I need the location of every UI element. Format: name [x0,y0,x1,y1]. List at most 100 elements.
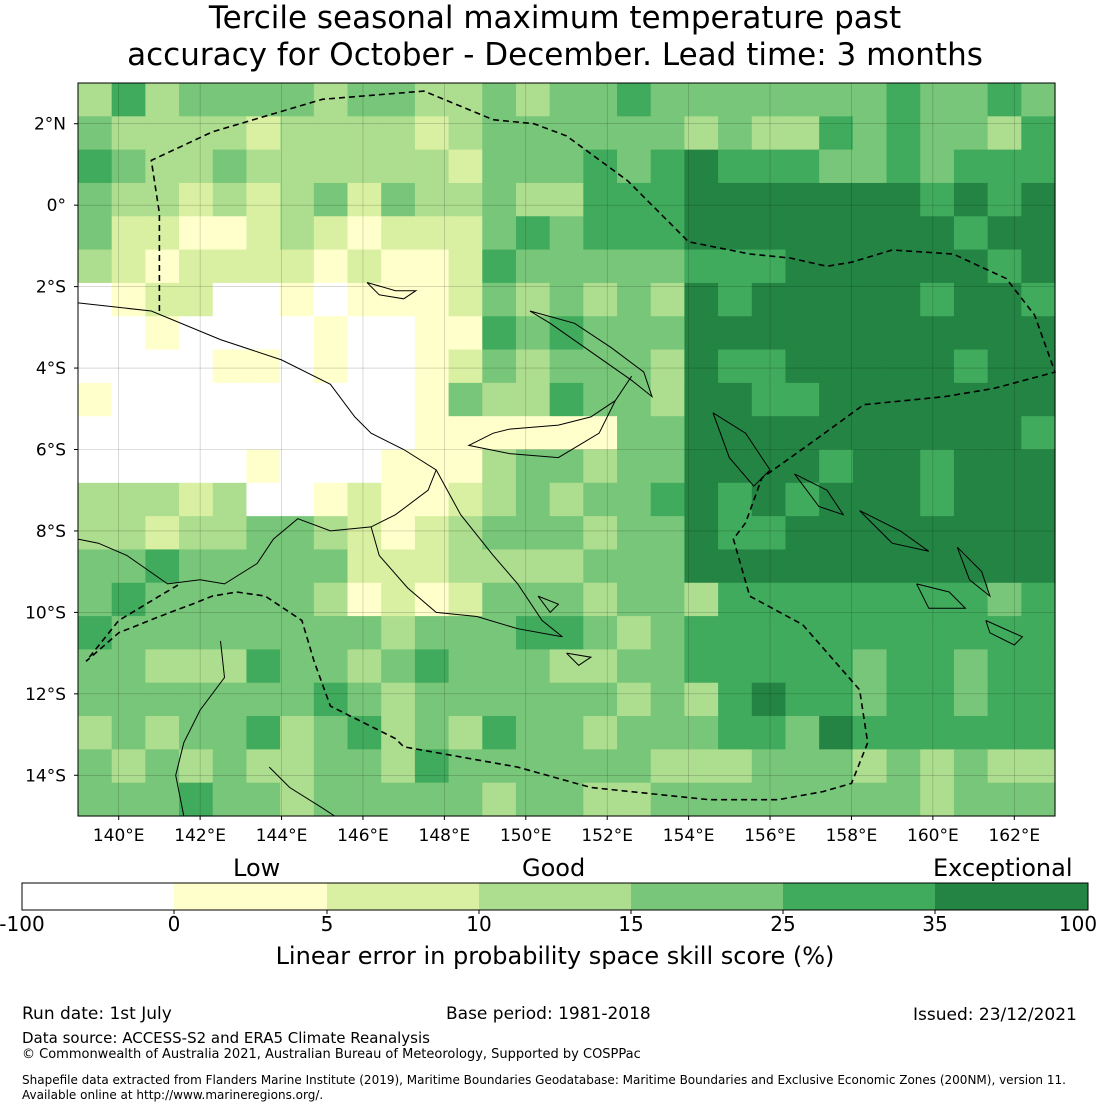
skill-cell [987,549,1022,584]
skill-cell [852,83,888,117]
skill-cell [179,349,214,384]
lat-tick-label: 10°S [25,603,66,623]
skill-cell [313,316,349,351]
skill-cell [111,249,146,284]
lat-tick-label: 2°S [36,278,66,298]
skill-cell [111,282,146,317]
skill-cell [280,216,315,251]
skill-cell [718,749,753,784]
colorbar-tick: 35 [922,912,948,936]
skill-cell [448,749,483,784]
skill-cell [953,182,989,217]
skill-cell [515,482,551,517]
skill-cell [617,316,652,351]
skill-cell [414,349,450,384]
skill-cell [650,249,686,284]
skill-cell [953,682,989,717]
skill-cell [1021,83,1056,117]
skill-cell [886,149,921,184]
skill-cell [751,116,787,151]
lon-tick-label: 158°E [826,826,878,846]
skill-cell [347,149,382,184]
skill-cell [179,649,214,684]
skill-cell [78,649,113,684]
skill-cell [280,582,315,617]
skill-cell [347,282,382,317]
skill-cell [886,482,921,517]
skill-cell [852,216,888,251]
skill-cell [650,449,686,484]
skill-cell [751,616,787,651]
skill-cell [718,616,753,651]
skill-cell [617,582,652,617]
skill-cell [246,282,281,317]
skill-cell [212,482,248,517]
skill-cell [684,616,719,651]
skill-cell [212,83,248,117]
skill-cell [313,416,349,451]
skill-cell [684,182,719,217]
skill-cell [515,649,551,684]
skill-cell [381,682,416,717]
skill-cell [482,316,517,351]
issued-date: Issued: 23/12/2021 [913,1005,1077,1025]
skill-cell [448,582,483,617]
skill-cell [751,149,787,184]
skill-cell [819,649,854,684]
skill-cell [987,282,1022,317]
skill-cell [313,182,349,217]
skill-cell [819,516,854,551]
skill-cell [718,382,753,417]
skill-cell [1021,549,1056,584]
skill-cell [448,682,483,717]
skill-cell [246,316,281,351]
skill-cell [583,249,618,284]
skill-cell [1021,782,1056,817]
skill-cell [718,549,753,584]
skill-cell [650,516,686,551]
lon-tick-label: 140°E [93,826,145,846]
colorbar-tick: 25 [770,912,796,936]
skill-cell [482,582,517,617]
skill-cell [650,649,686,684]
skill-cell [751,582,787,617]
skill-cell [347,782,382,817]
skill-cell [953,382,989,417]
skill-cell [785,149,820,184]
skill-cell [684,482,719,517]
skill-cell [414,549,450,584]
skill-cell [1021,116,1056,151]
skill-cell [1021,682,1056,717]
skill-cell [650,482,686,517]
skill-cell [852,416,888,451]
skill-cell [381,349,416,384]
skill-cell [78,216,113,251]
skill-cell [280,182,315,217]
map-title-line1: Tercile seasonal maximum temperature pas… [208,0,902,36]
skill-cell [414,682,450,717]
skill-cell [549,649,584,684]
skill-cell [246,782,281,817]
skill-cell [515,416,551,451]
skill-cell [280,449,315,484]
latitude-ticks: 2°N 0° 2°S 4°S 6°S 8°S 10°S 12°S 14°S [25,115,78,786]
skill-cell [953,516,989,551]
skill-cell [313,782,349,817]
skill-cell [718,282,753,317]
skill-cell [751,382,787,417]
skill-cell [987,782,1022,817]
skill-cell [1021,482,1056,517]
skill-cell [819,382,854,417]
skill-cell [111,482,146,517]
skill-cell [212,282,248,317]
skill-cell [684,682,719,717]
skill-cell [751,516,787,551]
skill-cell [381,83,416,117]
skill-cell [785,349,820,384]
skill-cell [381,582,416,617]
skill-cell [617,749,652,784]
skill-cell [179,249,214,284]
skill-cell [347,649,382,684]
skill-cell [482,682,517,717]
skill-cell [212,549,248,584]
